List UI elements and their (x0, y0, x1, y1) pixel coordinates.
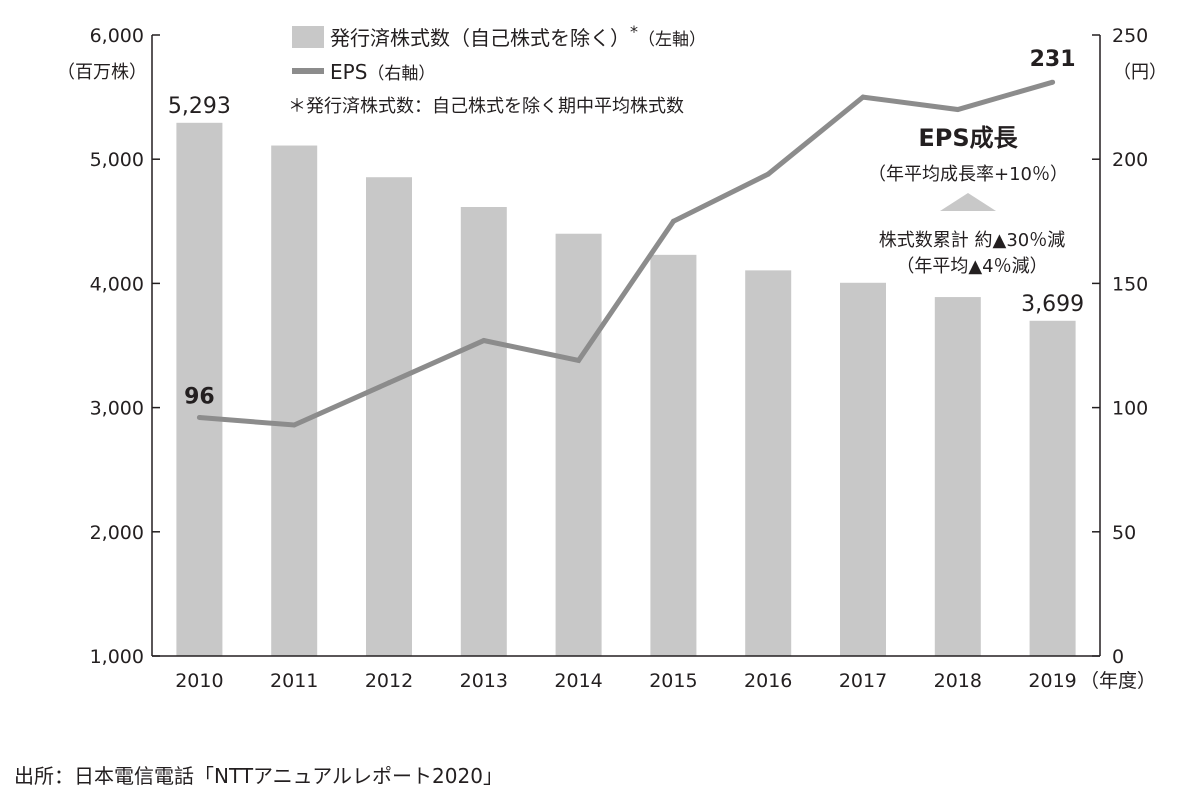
bar-series (176, 122, 1076, 657)
eps-point-2019 (1050, 79, 1056, 85)
x-tick-label: 2019 (1028, 670, 1076, 692)
x-tick-label: 2014 (554, 670, 602, 692)
eps-point-2014 (576, 357, 582, 363)
x-tick-label: 2017 (839, 670, 887, 692)
x-tick-label: 2016 (744, 670, 792, 692)
bar-2016 (745, 270, 792, 656)
left-tick-label: 3,000 (90, 398, 144, 420)
bar-2019 (1029, 320, 1076, 656)
right-tick-label: 0 (1112, 646, 1124, 668)
shares-decrease-line2: （年平均▲4％減） (896, 256, 1047, 277)
right-tick-label: 200 (1112, 149, 1148, 171)
up-arrow-icon (940, 193, 996, 211)
bar-2017 (840, 282, 886, 656)
eps-label-first: 96 (184, 385, 215, 410)
x-tick-label: 2011 (270, 670, 318, 692)
left-tick-label: 6,000 (90, 25, 144, 47)
bar-label-last: 3,699 (1021, 292, 1084, 317)
line-series (196, 79, 1056, 428)
data-labels: 5,293 3,699 96 231 (168, 47, 1084, 409)
bar-2013 (460, 207, 507, 656)
eps-growth-subtitle: （年平均成長率+10％） (868, 164, 1068, 185)
eps-point-2015 (670, 218, 676, 224)
eps-point-2016 (765, 171, 771, 177)
bar-2018 (934, 297, 981, 656)
shares-decrease-line1: 株式数累計 約▲30％減 (879, 230, 1065, 251)
bar-2014 (555, 233, 602, 656)
eps-growth-title: EPS成長 (918, 124, 1018, 152)
x-tick-label: 2018 (934, 670, 982, 692)
legend: 発行済株式数（自己株式を除く）*（左軸） EPS（右軸） (292, 22, 706, 84)
footnote: ＊発行済株式数：自己株式を除く期中平均株式数 (288, 96, 684, 117)
x-tick-label: 2012 (365, 670, 413, 692)
eps-label-last: 231 (1030, 47, 1076, 72)
x-tick-label: 2013 (460, 670, 508, 692)
x-tick-label: 2015 (649, 670, 697, 692)
right-tick-label: 100 (1112, 398, 1148, 420)
left-tick-label: 2,000 (90, 522, 144, 544)
left-tick-label: 4,000 (90, 273, 144, 295)
left-tick-label: 5,000 (90, 149, 144, 171)
left-tick-label: 1,000 (90, 646, 144, 668)
eps-point-2017 (860, 94, 866, 100)
eps-point-2011 (291, 422, 297, 428)
eps-point-2018 (955, 107, 961, 113)
bar-2010 (176, 122, 223, 657)
tick-labels: 1,000 2,000 3,000 4,000 5,000 6,000 0 50 100 150 2… (90, 25, 1149, 692)
eps-line (199, 79, 1054, 428)
bar-label-first: 5,293 (168, 94, 231, 119)
legend-line-swatch (292, 68, 324, 74)
right-axis-unit: （円） (1113, 62, 1167, 83)
right-tick-label: 250 (1112, 25, 1148, 47)
legend-line-label: EPS（右軸） (330, 60, 435, 84)
legend-bar-swatch (292, 26, 324, 48)
bar-2012 (366, 177, 412, 657)
right-tick-label: 50 (1112, 522, 1136, 544)
right-tick-label: 150 (1112, 273, 1148, 295)
bar-2011 (271, 145, 318, 656)
eps-point-2010 (196, 415, 202, 421)
eps-point-2013 (481, 338, 487, 344)
source-note: 出所：日本電信電話「NTTアニュアルレポート2020」 (14, 764, 503, 788)
x-tick-label: 2010 (175, 670, 223, 692)
axes (151, 34, 1101, 657)
x-axis-unit: （年度） (1080, 670, 1156, 692)
bar-2015 (650, 254, 697, 657)
legend-bar-label: 発行済株式数（自己株式を除く）*（左軸） (330, 22, 706, 50)
eps-point-2012 (386, 380, 392, 386)
left-axis-unit: （百万株） (57, 62, 147, 83)
